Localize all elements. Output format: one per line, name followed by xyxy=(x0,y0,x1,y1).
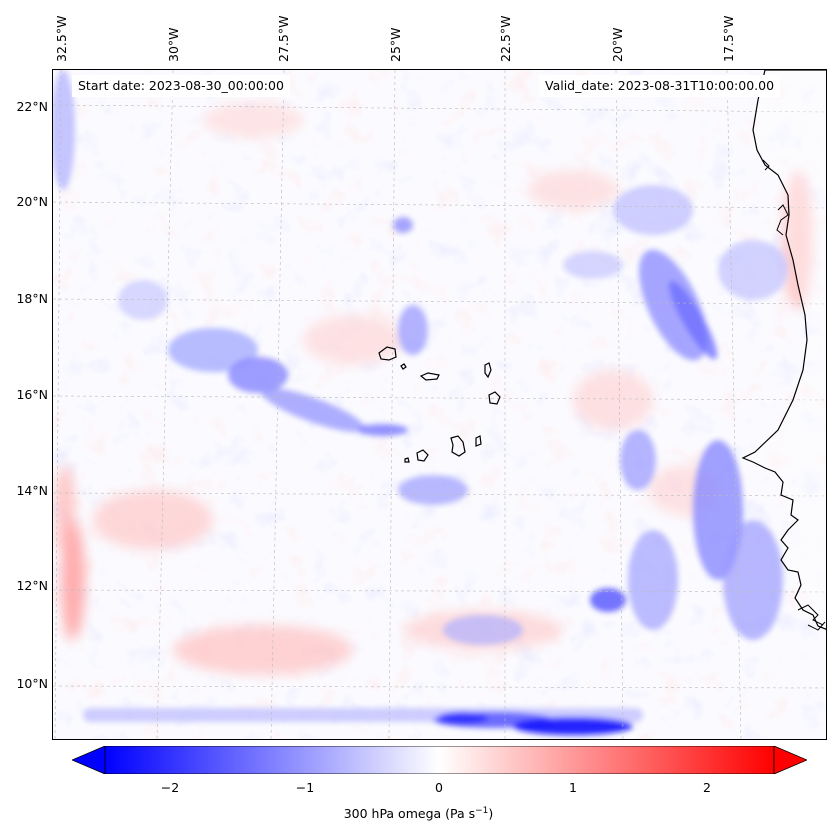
lat-label-16n: 16°N xyxy=(16,387,48,402)
africa-coastline xyxy=(741,70,826,630)
island-fogo xyxy=(416,449,429,462)
colorbar xyxy=(72,746,807,774)
colorbar-extend-max xyxy=(773,746,807,774)
map-panel xyxy=(52,69,827,740)
island-santiago xyxy=(450,435,466,457)
colorbar-gradient xyxy=(104,746,775,774)
coastline-detail-south xyxy=(797,604,826,631)
lon-label-30w: 30°W xyxy=(166,27,181,62)
lon-label-22-5w: 22.5°W xyxy=(498,15,513,62)
lat-label-14n: 14°N xyxy=(16,483,48,498)
island-boa-vista xyxy=(488,391,501,405)
cape-verde-islands xyxy=(378,346,501,463)
lon-label-32-5w: 32.5°W xyxy=(54,15,69,62)
valid-date-label: Valid_date: 2023-08-31T10:00:00.00 xyxy=(539,75,781,97)
southern-blue-band xyxy=(83,708,643,735)
start-date-label: Start date: 2023-08-30_00:00:00 xyxy=(72,75,290,97)
gridlines xyxy=(53,70,826,739)
colorbar-extend-min xyxy=(72,746,106,774)
island-sao-nicolau xyxy=(419,372,440,381)
colorbar-tick-0: 0 xyxy=(435,780,443,795)
colorbar-tick-2: 2 xyxy=(703,780,711,795)
island-sal xyxy=(484,362,492,379)
lat-label-18n: 18°N xyxy=(16,291,48,306)
lat-label-12n: 12°N xyxy=(16,578,48,593)
colorbar-tick-minus-1: −1 xyxy=(295,780,315,795)
colorbar-tick-minus-2: −2 xyxy=(160,780,180,795)
lon-label-27-5w: 27.5°W xyxy=(276,15,291,62)
colorbar-tick-1: 1 xyxy=(569,780,577,795)
colorbar-label: 300 hPa omega (Pa s−1) xyxy=(343,806,494,822)
lon-label-17-5w: 17.5°W xyxy=(721,15,736,62)
coastline-detail-north xyxy=(762,159,789,236)
island-maio xyxy=(475,435,482,447)
lat-label-22n: 22°N xyxy=(16,99,48,114)
island-santo-antao xyxy=(378,346,397,361)
island-sao-vicente xyxy=(400,363,407,370)
omega-field xyxy=(53,70,826,739)
lat-label-20n: 20°N xyxy=(16,194,48,209)
lon-label-20w: 20°W xyxy=(610,27,625,62)
island-brava xyxy=(404,457,410,463)
lon-label-25w: 25°W xyxy=(388,27,403,62)
lat-label-10n: 10°N xyxy=(16,676,48,691)
